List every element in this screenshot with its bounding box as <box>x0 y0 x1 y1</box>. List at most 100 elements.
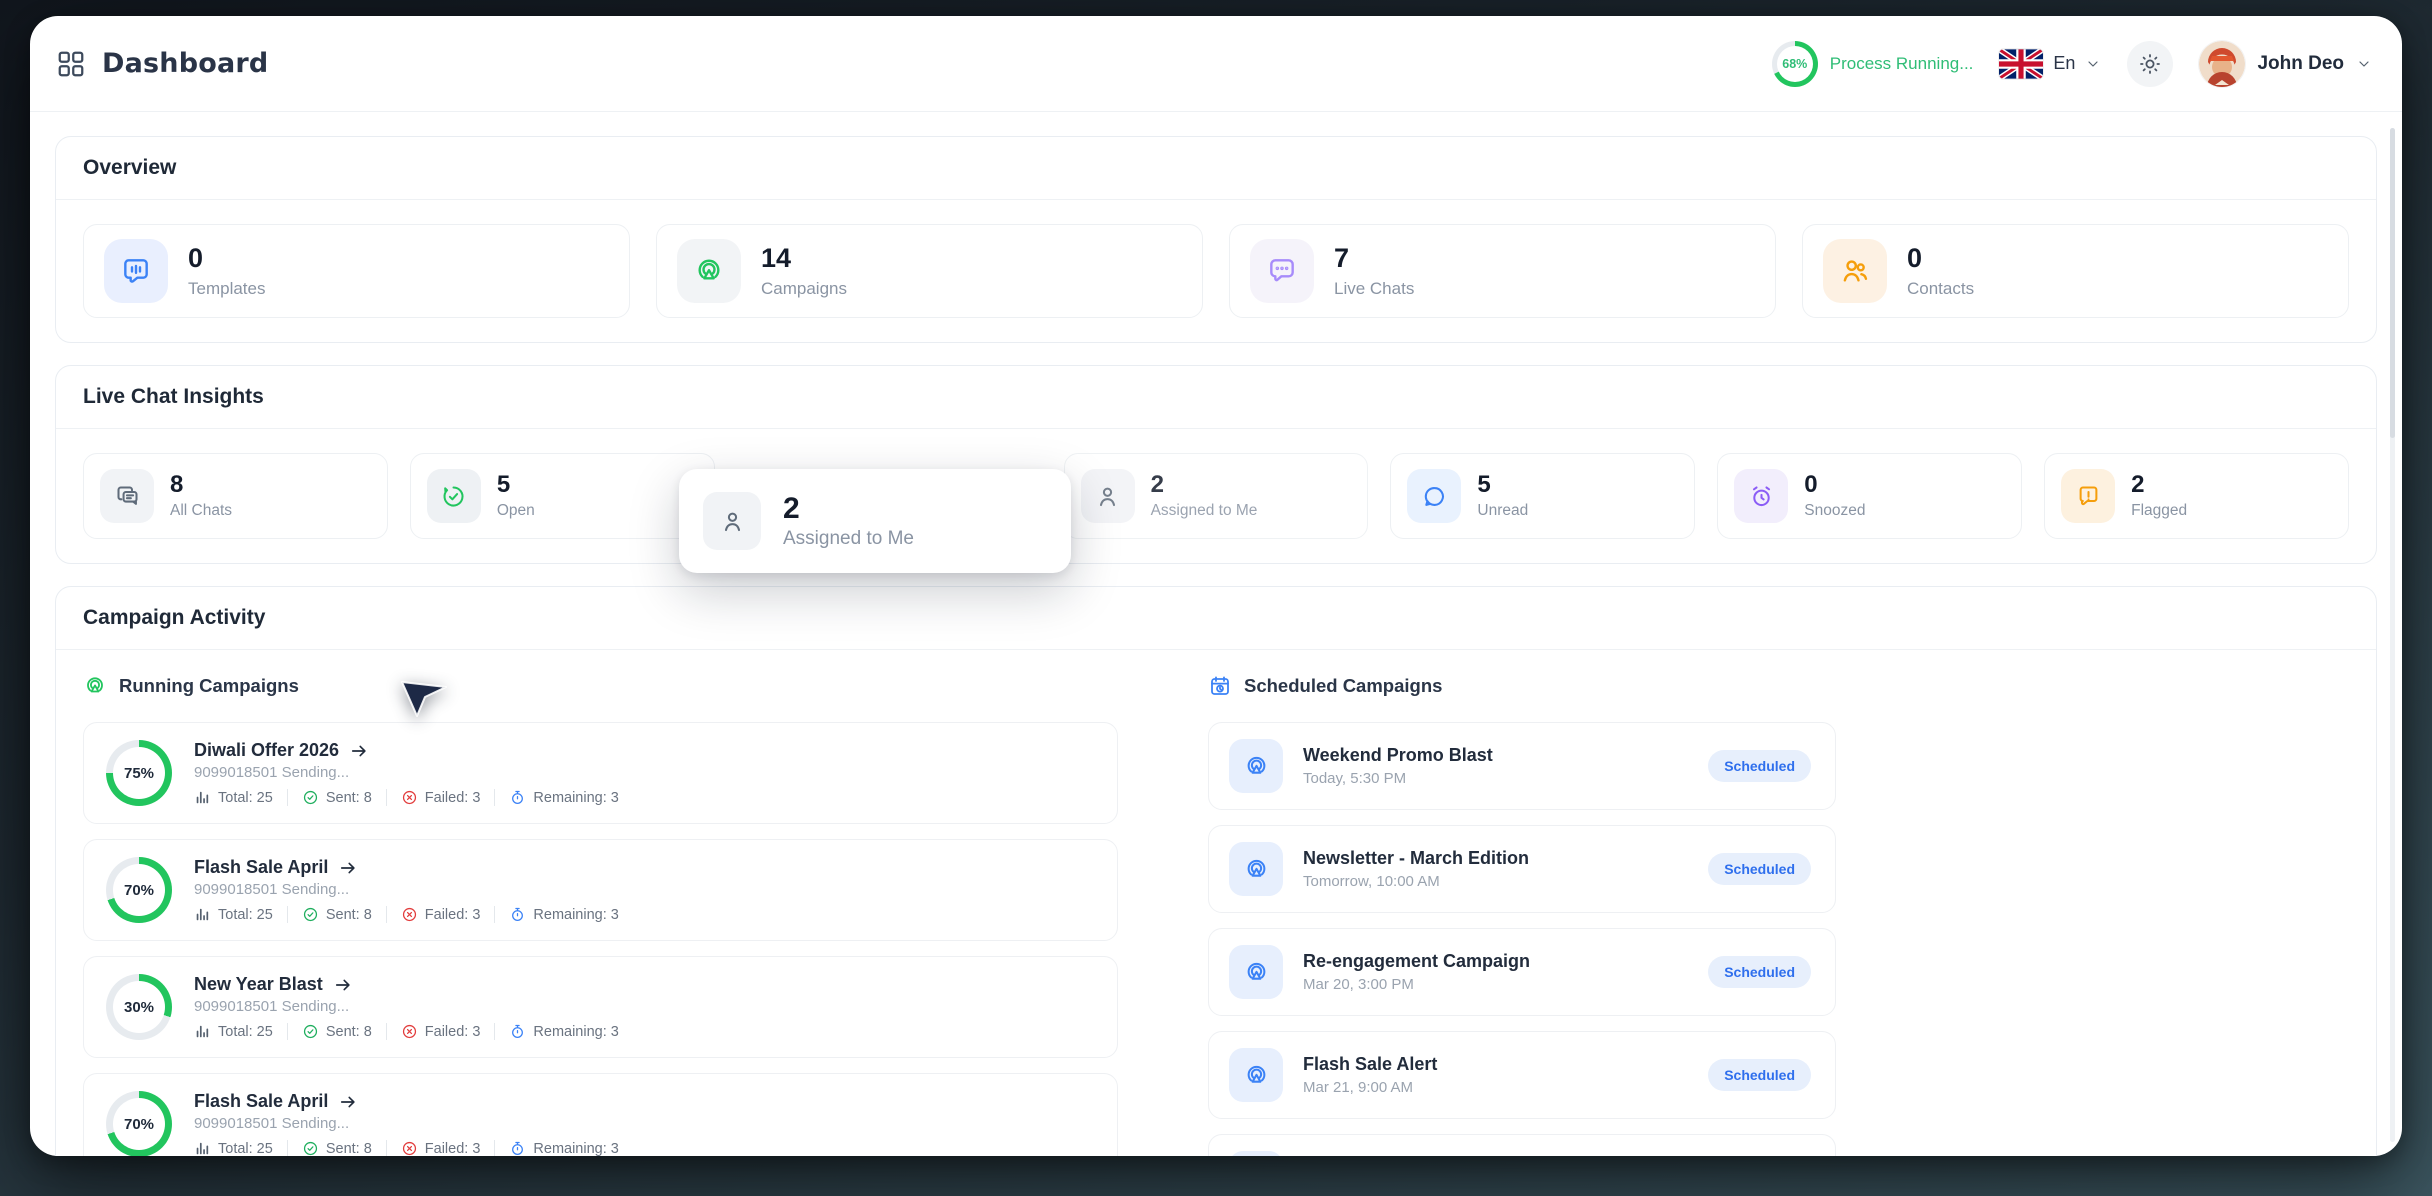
scheduled-campaign-card[interactable]: Re-engagement Campaign Mar 20, 3:00 PM S… <box>1208 928 1836 1016</box>
insight-label: Assigned to Me <box>1150 501 1258 519</box>
stat-value: 0 <box>188 243 204 274</box>
stat-failed: Failed: 3 <box>424 789 481 806</box>
stat-label: Live Chats <box>1334 278 1415 298</box>
chat-dots-icon <box>1250 239 1314 303</box>
scheduled-badge: Scheduled <box>1708 1059 1811 1091</box>
stat-total: Total: 25 <box>218 1023 273 1040</box>
stat-value: 0 <box>1907 243 1923 274</box>
campaign-subtitle: 9099018501 Sending... <box>194 1115 350 1132</box>
campaign-percent: 30% <box>113 981 165 1033</box>
language-selector[interactable]: En <box>1999 48 2101 79</box>
campaign-progress-ring: 75% <box>106 740 172 806</box>
campaign-percent: 75% <box>113 747 165 799</box>
scheduled-campaign-card[interactable]: Newsletter - March Edition Tomorrow, 10:… <box>1208 825 1836 913</box>
overview-card-contacts[interactable]: 0 Contacts <box>1802 224 2349 318</box>
broadcast-icon <box>1229 739 1283 793</box>
user-menu[interactable]: John Deo <box>2199 40 2372 87</box>
overview-card-campaigns[interactable]: 14 Campaigns <box>656 224 1203 318</box>
sun-icon <box>2140 53 2161 74</box>
campaign-subtitle: 9099018501 Sending... <box>194 881 350 898</box>
scrollbar-track[interactable] <box>2390 128 2395 1142</box>
campaign-percent: 70% <box>113 1098 165 1150</box>
insight-card-flagged[interactable]: 2 Flagged <box>2044 453 2349 539</box>
scheduled-badge: Scheduled <box>1708 956 1811 988</box>
divider <box>286 1140 288 1156</box>
uk-flag-icon <box>1999 48 2044 79</box>
campaign-progress-ring: 70% <box>106 857 172 923</box>
theme-toggle[interactable] <box>2127 40 2174 87</box>
divider <box>385 1023 387 1040</box>
divider <box>385 789 387 806</box>
drag-preview-assigned-to-me[interactable]: 2 Assigned to Me <box>679 469 1071 573</box>
language-code: En <box>2053 53 2076 73</box>
chevron-down-icon <box>2088 60 2099 67</box>
insight-value: 2 <box>2131 471 2145 499</box>
running-campaign-card[interactable]: 70% Flash Sale April 9099018501 Sending.… <box>83 1073 1118 1156</box>
campaign-progress-ring: 70% <box>106 1091 172 1156</box>
stat-failed: Failed: 3 <box>424 1023 481 1040</box>
stat-sent: Sent: 8 <box>325 1140 372 1157</box>
stat-label: Campaigns <box>761 278 847 298</box>
broadcast-icon <box>1229 1151 1283 1156</box>
running-campaign-card[interactable]: 75% Diwali Offer 2026 9099018501 Sending… <box>83 722 1118 824</box>
insight-value: 5 <box>1477 471 1491 499</box>
broadcast-icon <box>677 239 741 303</box>
insight-value: 8 <box>170 471 184 499</box>
insight-label: Assigned to Me <box>783 528 914 549</box>
alarm-clock-icon <box>1734 469 1789 523</box>
stat-sent: Sent: 8 <box>325 906 372 923</box>
scheduled-campaign-card[interactable]: Weekend Promo Blast Today, 5:30 PM Sched… <box>1208 722 1836 810</box>
running-campaign-card[interactable]: 70% Flash Sale April 9099018501 Sending.… <box>83 839 1118 941</box>
stat-remaining: Remaining: 3 <box>533 1023 619 1040</box>
insight-label: All Chats <box>170 501 233 519</box>
check-circle-icon <box>426 469 481 523</box>
insight-card-assigned-to-me[interactable]: 2 Assigned to Me <box>1063 453 1369 539</box>
running-campaigns-list: 75% Diwali Offer 2026 9099018501 Sending… <box>83 722 1118 1156</box>
overview-section: Overview 0 Templates 14 <box>55 136 2377 343</box>
arrow-right-icon <box>341 862 356 873</box>
insight-value: 5 <box>496 471 511 499</box>
calendar-clock-icon <box>1211 676 1229 695</box>
campaign-subtitle: 9099018501 Sending... <box>194 998 350 1015</box>
insight-card-open[interactable]: 5 Open <box>409 453 715 539</box>
insight-card-snoozed[interactable]: 0 Snoozed <box>1717 453 2023 539</box>
divider <box>286 1023 288 1040</box>
insight-label: Snoozed <box>1804 501 1866 519</box>
scheduled-campaign-card[interactable]: Product Launch Teaser Mar 22, 12:00 PM S… <box>1208 1134 1836 1156</box>
scheduled-badge: Scheduled <box>1708 853 1811 885</box>
chat-round-icon <box>1407 469 1462 523</box>
divider <box>286 789 288 806</box>
process-status[interactable]: 68% Process Running... <box>1771 40 1973 87</box>
overview-card-templates[interactable]: 0 Templates <box>83 224 630 318</box>
overview-card-live-chats[interactable]: 7 Live Chats <box>1229 224 1776 318</box>
broadcast-icon <box>1229 842 1283 896</box>
stat-total: Total: 25 <box>218 789 273 806</box>
chats-icon <box>100 469 154 523</box>
scheduled-name: Flash Sale Alert <box>1303 1054 1438 1074</box>
insight-value: 2 <box>1150 471 1164 499</box>
scheduled-time: Mar 20, 3:00 PM <box>1303 976 1414 993</box>
overview-title: Overview <box>56 137 2376 200</box>
broadcast-icon <box>1229 945 1283 999</box>
template-chat-icon <box>104 239 168 303</box>
page-title: Dashboard <box>102 48 269 79</box>
insight-card-all-chats[interactable]: 8 All Chats <box>83 453 388 539</box>
user-avatar <box>2199 40 2246 87</box>
campaign-name: Flash Sale April <box>194 857 329 877</box>
divider <box>494 906 496 923</box>
running-campaign-card[interactable]: 30% New Year Blast 9099018501 Sending... <box>83 956 1118 1058</box>
main-content: Overview 0 Templates 14 <box>30 112 2402 1156</box>
grid-menu-icon[interactable] <box>56 49 86 79</box>
user-name: John Deo <box>2257 52 2344 74</box>
scheduled-name: Re-engagement Campaign <box>1303 951 1531 971</box>
scrollbar-thumb[interactable] <box>2390 128 2395 438</box>
insight-value: 2 <box>783 492 800 525</box>
process-percent: 68% <box>1776 45 1813 82</box>
insight-card-unread[interactable]: 5 Unread <box>1390 453 1696 539</box>
users-icon <box>1823 239 1887 303</box>
broadcast-icon <box>87 677 103 693</box>
scheduled-campaign-card[interactable]: Flash Sale Alert Mar 21, 9:00 AM Schedul… <box>1208 1031 1836 1119</box>
stat-remaining: Remaining: 3 <box>533 789 619 806</box>
scheduled-campaigns-column: Scheduled Campaigns Weekend Pro <box>1208 670 2349 1156</box>
top-header: Dashboard 68% Process Running... En <box>30 16 2402 112</box>
